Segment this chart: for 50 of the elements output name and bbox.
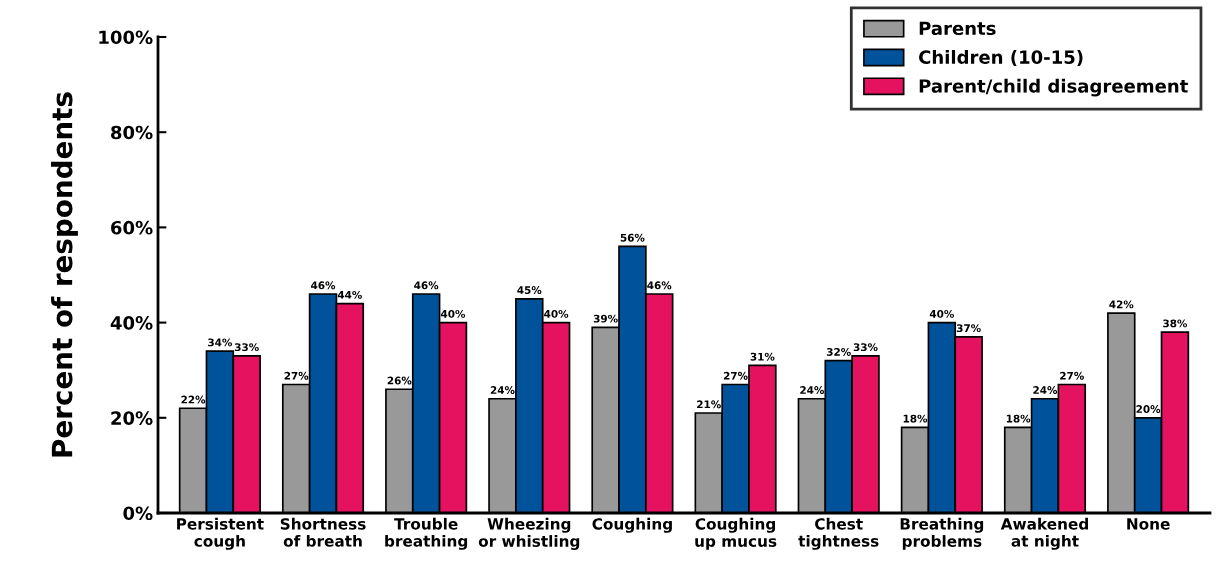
data-label: 20%	[1136, 405, 1161, 413]
data-label: 27%	[284, 371, 309, 380]
y-tick-label: 100%	[99, 30, 153, 45]
y-axis-title: Percent of respondents	[51, 92, 78, 457]
data-label: 33%	[853, 343, 878, 352]
y-tick-label: 40%	[110, 316, 153, 330]
legend-label: Parent/child disagreement	[919, 78, 1188, 97]
y-tick-label: 80%	[111, 125, 153, 140]
data-label: 38%	[1163, 319, 1188, 328]
x-tick-label: Shortness of breath	[280, 517, 366, 547]
legend-label: Parents	[919, 21, 996, 36]
data-label: 18%	[903, 414, 928, 423]
data-label: 34%	[208, 338, 233, 347]
data-label: 40%	[544, 309, 569, 318]
data-label: 56%	[620, 233, 645, 242]
data-label: 24%	[1033, 386, 1058, 394]
data-label: 32%	[826, 348, 851, 356]
y-tick-label: 0%	[123, 506, 153, 521]
x-tick-label: Wheezing or whistling	[478, 517, 580, 550]
data-label: 46%	[414, 281, 439, 290]
data-label: 45%	[517, 286, 542, 294]
data-label: 33%	[234, 343, 259, 352]
data-label: 46%	[311, 281, 336, 290]
data-label: 42%	[1109, 300, 1134, 309]
data-label: 39%	[593, 314, 618, 323]
data-label: 21%	[697, 400, 721, 409]
data-label: 27%	[1060, 371, 1084, 380]
x-tick-label: Coughing	[592, 517, 672, 533]
data-label: 26%	[387, 376, 412, 385]
data-label: 31%	[750, 352, 775, 361]
data-label: 37%	[956, 324, 981, 333]
x-tick-label: Trouble breathing	[385, 517, 468, 550]
x-tick-label: None	[1127, 518, 1170, 530]
x-tick-label: Persistent cough	[177, 517, 264, 550]
x-tick-label: Awakened at night	[1000, 517, 1088, 550]
data-label: 40%	[929, 309, 954, 318]
data-label: 18%	[1006, 414, 1031, 423]
data-label: 44%	[337, 290, 362, 299]
data-label: 40%	[440, 309, 466, 318]
data-label: 22%	[181, 395, 206, 404]
x-tick-label: Breathing problems	[900, 517, 984, 550]
data-label: 24%	[800, 386, 825, 394]
x-tick-label: Coughing up mucus	[695, 517, 777, 550]
data-label: 24%	[490, 386, 515, 394]
x-tick-label: Chest tightness	[798, 517, 879, 550]
y-tick-label: 60%	[111, 220, 153, 235]
legend-label: Children (10-15)	[919, 49, 1083, 67]
data-label: 46%	[647, 281, 672, 290]
y-tick-label: 20%	[111, 411, 153, 425]
data-label: 27%	[723, 371, 748, 380]
